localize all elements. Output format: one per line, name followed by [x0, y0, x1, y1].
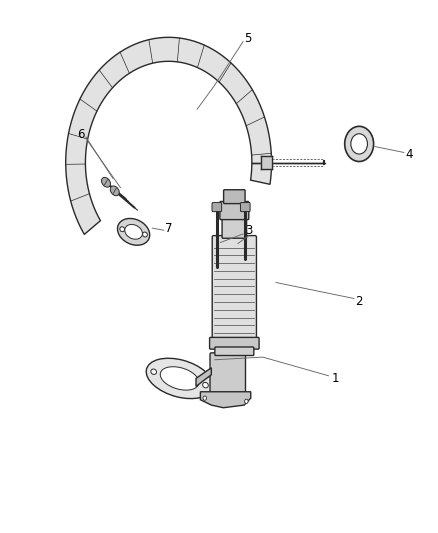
Text: 7: 7 — [165, 222, 173, 235]
FancyBboxPatch shape — [240, 203, 250, 212]
Text: 3: 3 — [245, 224, 252, 237]
Ellipse shape — [151, 369, 156, 375]
Text: 4: 4 — [406, 148, 413, 161]
Ellipse shape — [117, 219, 150, 245]
Ellipse shape — [143, 232, 147, 237]
Ellipse shape — [160, 367, 199, 390]
Ellipse shape — [345, 126, 374, 161]
Ellipse shape — [146, 358, 213, 399]
FancyBboxPatch shape — [210, 353, 245, 393]
Polygon shape — [66, 37, 272, 235]
FancyBboxPatch shape — [222, 217, 247, 238]
Ellipse shape — [120, 227, 124, 232]
Polygon shape — [201, 392, 251, 408]
Text: 6: 6 — [77, 128, 85, 141]
Text: 2: 2 — [355, 295, 363, 308]
FancyBboxPatch shape — [212, 203, 222, 212]
Ellipse shape — [203, 396, 207, 400]
FancyBboxPatch shape — [220, 201, 249, 220]
Polygon shape — [196, 368, 211, 386]
Ellipse shape — [203, 382, 208, 388]
FancyBboxPatch shape — [215, 347, 254, 356]
Text: 1: 1 — [331, 372, 339, 385]
Ellipse shape — [102, 177, 110, 187]
Ellipse shape — [125, 224, 142, 239]
Ellipse shape — [244, 399, 248, 403]
FancyBboxPatch shape — [210, 337, 259, 349]
Ellipse shape — [351, 134, 367, 154]
Ellipse shape — [110, 186, 119, 196]
Text: 5: 5 — [244, 32, 251, 45]
FancyBboxPatch shape — [212, 236, 257, 340]
FancyBboxPatch shape — [224, 190, 245, 204]
